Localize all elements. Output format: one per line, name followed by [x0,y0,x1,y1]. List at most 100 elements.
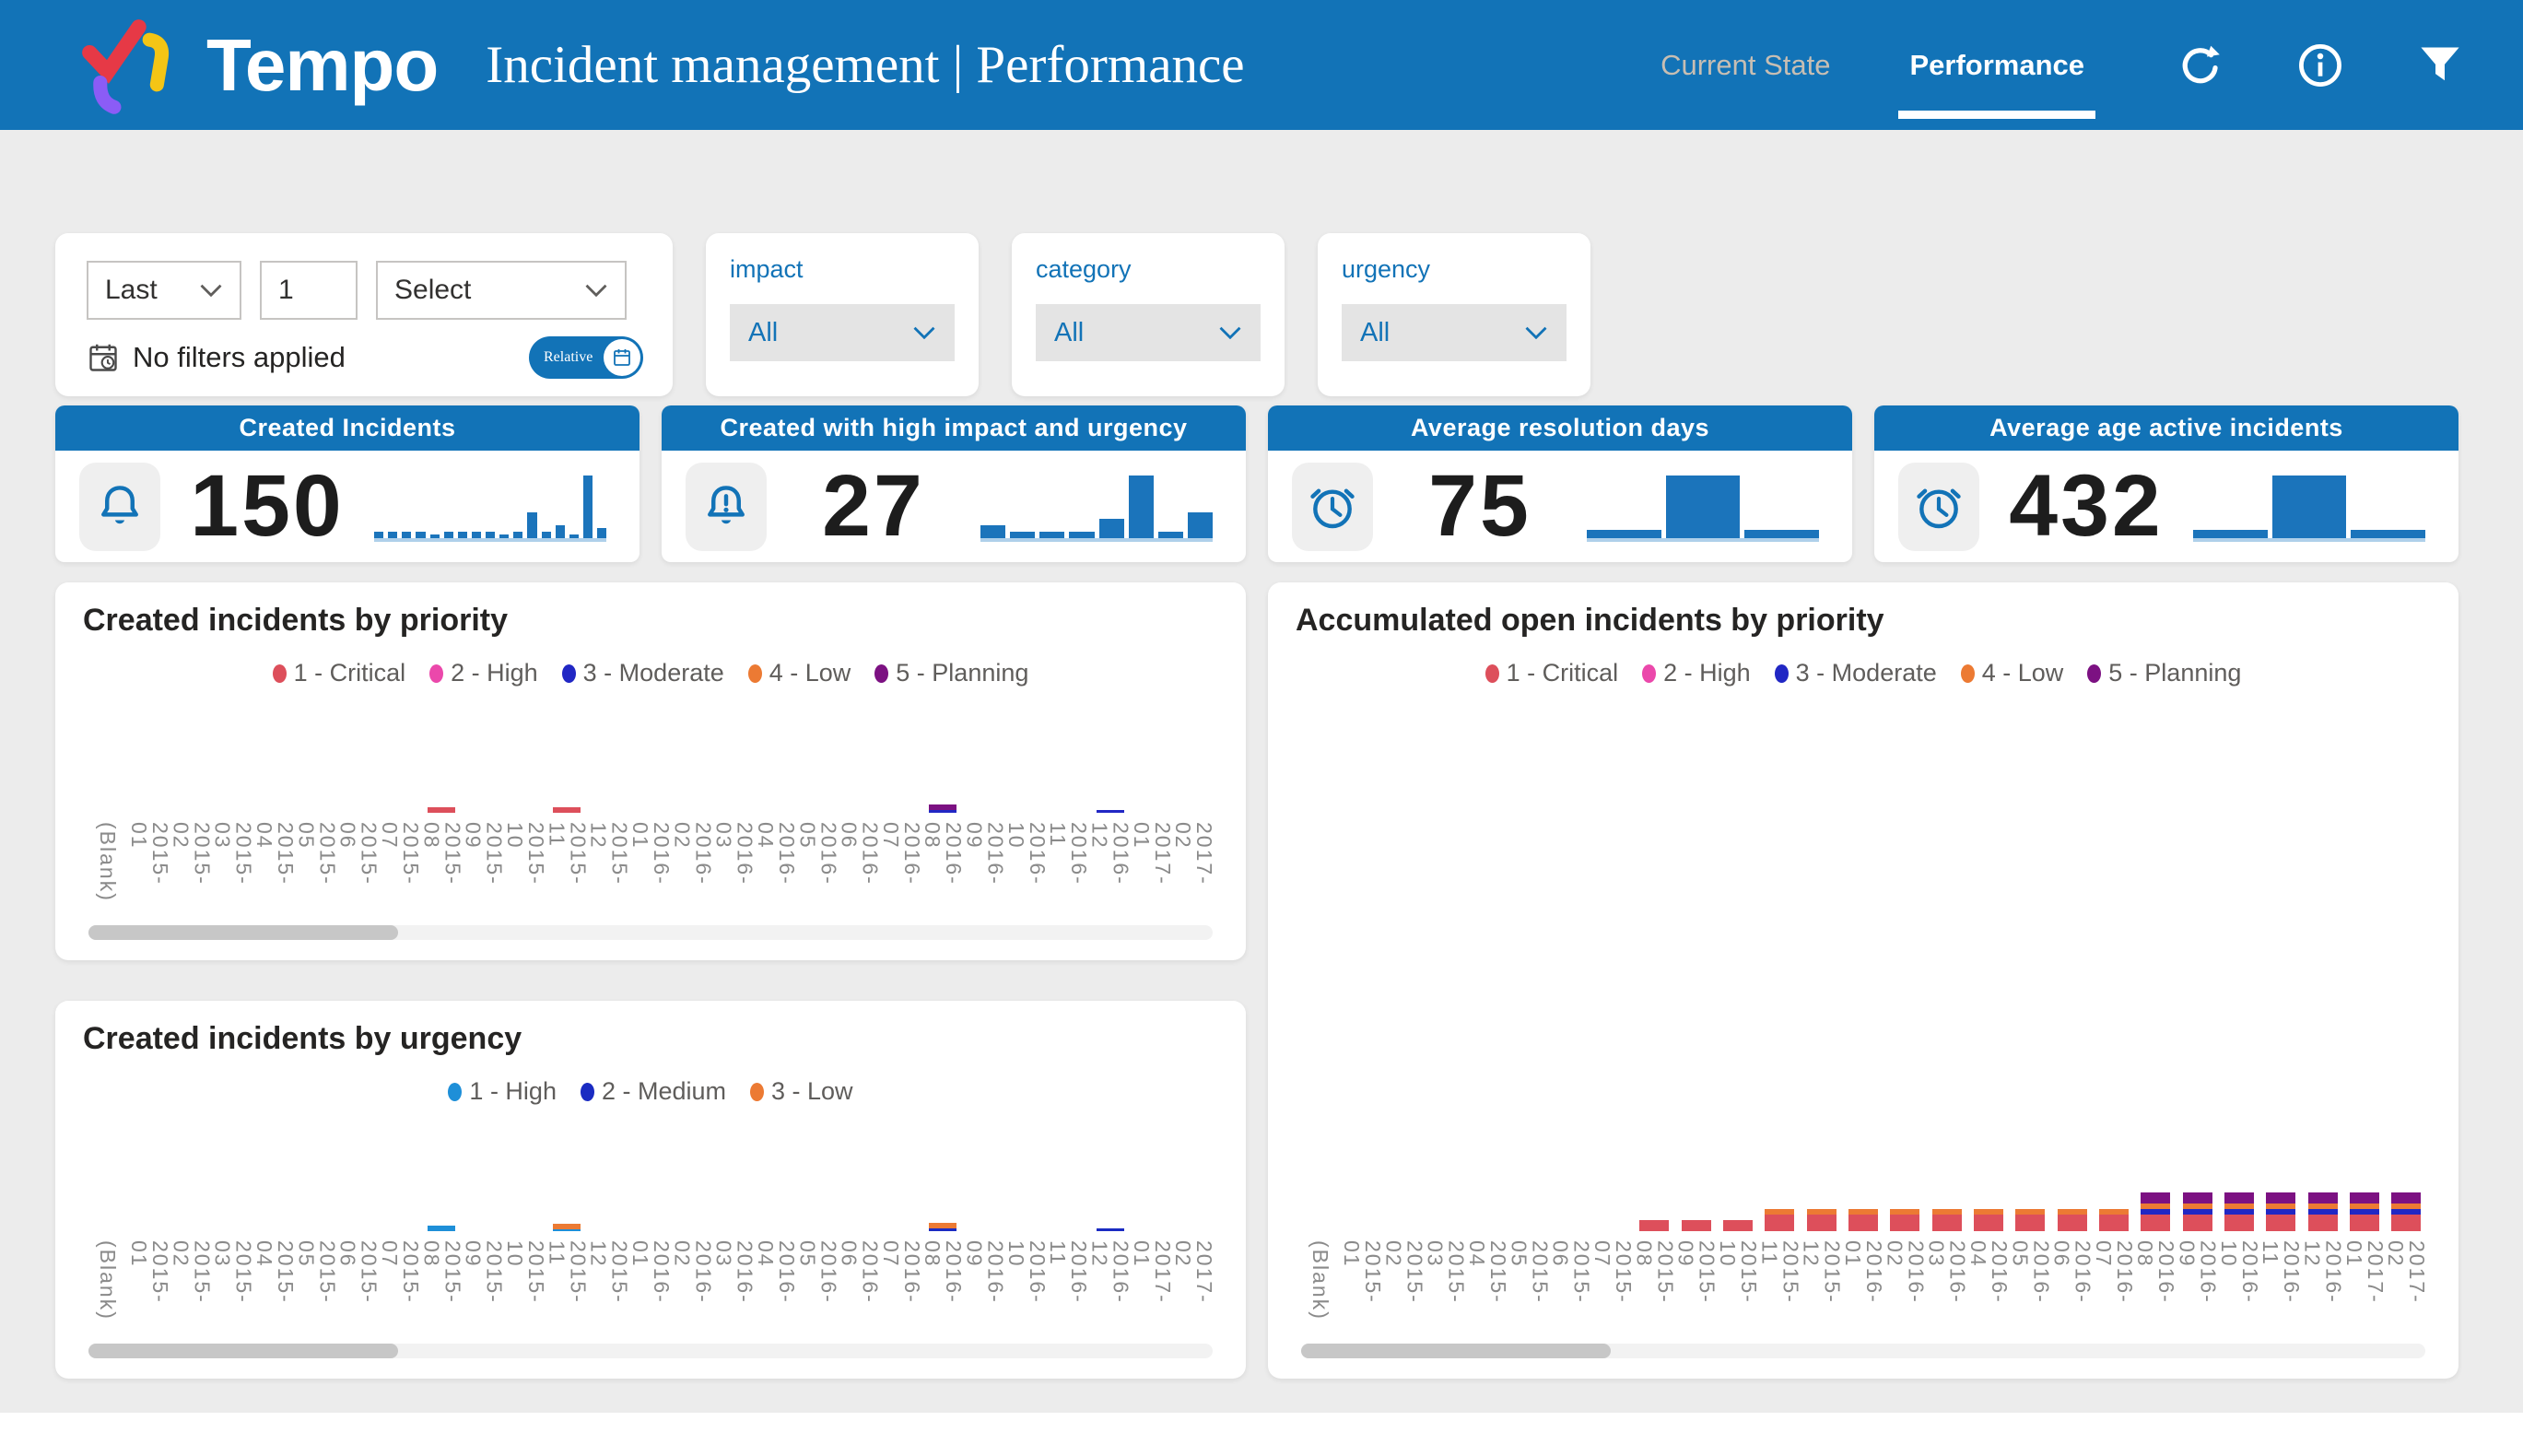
scrollbar-thumb[interactable] [1301,1344,1611,1358]
slicer-urgency-dropdown[interactable]: All [1342,304,1567,361]
legend-item[interactable]: 5 - Planning [2087,659,2241,687]
filter-icon[interactable] [2416,41,2464,89]
x-label-cell: 2017-01 [1130,813,1175,910]
bar-cell [421,807,463,813]
header-tabs: Current State Performance [1660,0,2095,130]
legend-item[interactable]: 3 - Moderate [1774,659,1937,687]
refresh-icon[interactable] [2177,41,2224,89]
bar-stack [1096,1228,1124,1231]
scrollbar-thumb[interactable] [88,1344,398,1358]
x-axis-label: 2015-06 [335,1240,381,1304]
bar-cell [2302,1192,2343,1231]
slicer-impact-label: impact [730,255,804,283]
legend-item[interactable]: 3 - Low [750,1077,853,1106]
kpi-average-age-active-incidents: Average age active incidents 432 [1874,405,2458,562]
kpi-sparkline [1587,472,1820,542]
tab-current-state[interactable]: Current State [1660,0,1830,130]
x-label-cell: 2016-12 [1088,813,1133,910]
slicer-impact-dropdown[interactable]: All [730,304,955,361]
relative-mode-toggle[interactable]: Relative [529,336,643,379]
slicer-urgency: urgency All [1318,233,1590,396]
calendar-clock-icon [89,344,117,371]
kpi-body: 432 [1874,451,2458,562]
x-label-cell: 2015-02 [169,1231,214,1329]
sparkline-bar [1010,531,1036,538]
bar-cell [1842,1209,1883,1231]
kpi-title: Average resolution days [1268,405,1852,451]
x-label-cell: 2016-07 [879,1231,924,1329]
relative-date-controls: Last Select [87,261,643,320]
bar-stack [1890,1209,1920,1231]
x-label-cell: 2016-05 [2008,1231,2053,1329]
bar-segment [2098,1209,2129,1215]
tempo-logo-icon [82,18,170,114]
x-axis-label: 2017-01 [2341,1240,2388,1304]
kpi-sparkline [374,472,607,542]
slicer-category-dropdown[interactable]: All [1036,304,1261,361]
x-axis-label: 2015-02 [169,822,215,886]
x-axis-label: 2015-10 [502,1240,548,1304]
x-axis-label: 2016-12 [1087,1240,1133,1304]
legend-item[interactable]: 3 - Moderate [561,659,724,687]
scrollbar-thumb[interactable] [88,925,398,940]
relative-date-operator-select[interactable]: Last [87,261,241,320]
bar-segment [2141,1215,2171,1231]
relative-date-unit-select[interactable]: Select [376,261,627,320]
x-label-cell: 2015-09 [1673,1231,1719,1329]
legend-item[interactable]: 2 - High [1642,659,1751,687]
x-axis-label: (Blank) [96,822,121,902]
bar-segment [2307,1209,2338,1215]
x-label-cell: 2016-06 [838,1231,883,1329]
sparkline-bar [1039,531,1065,538]
chart-plot: (Blank) 2015-01 2015-02 2015-03 2015-04 2015-… [83,1106,1218,1329]
legend-dot [448,1082,463,1101]
x-label-cell: 2016-03 [712,1231,757,1329]
x-label-cell: 2015-02 [169,813,215,910]
x-axis-label: 2015-10 [1715,1240,1761,1304]
x-label-cell: 2015-01 [127,813,172,910]
kpi-created-incidents: Created Incidents 150 [55,405,640,562]
bar-segment [2182,1209,2212,1215]
legend-item[interactable]: 2 - Medium [580,1077,726,1106]
legend-item[interactable]: 5 - Planning [874,659,1028,687]
info-icon[interactable] [2296,41,2344,89]
horizontal-scrollbar[interactable] [88,1344,1213,1358]
legend-item[interactable]: 1 - Critical [272,659,405,687]
x-axis-label: 2015-10 [502,822,548,886]
x-label-cell: 2015-11 [545,1231,590,1329]
legend-dot [1642,663,1657,683]
bar-segment [2307,1204,2338,1209]
chart-x-axis: (Blank) 2015-01 2015-02 2015-03 2015-04 2015-… [1296,1231,2431,1329]
bar-stack [1848,1209,1878,1231]
x-label-cell: 2015-01 [127,1231,172,1329]
x-label-cell: 2016-02 [670,1231,715,1329]
sparkline-bar [555,524,565,538]
x-label-cell: 2015-08 [1632,1231,1677,1329]
legend-item[interactable]: 2 - High [429,659,538,687]
legend-item[interactable]: 4 - Low [747,659,851,687]
relative-date-number-input[interactable] [260,261,358,320]
x-axis-label: 2015-07 [1590,1240,1636,1304]
sparkline-bar [2351,530,2426,538]
x-label-cell: 2016-02 [670,813,715,910]
tab-performance[interactable]: Performance [1898,0,2095,130]
bar-segment [2349,1204,2379,1209]
legend-item[interactable]: 1 - Critical [1484,659,1618,687]
x-label-cell: 2016-03 [1925,1231,1970,1329]
bar-segment [1973,1209,2003,1215]
x-axis-label: 2015-11 [545,822,591,886]
bar-cell [2260,1192,2302,1231]
legend-item[interactable]: 4 - Low [1960,659,2063,687]
horizontal-scrollbar[interactable] [1301,1344,2425,1358]
legend-item[interactable]: 1 - High [448,1077,557,1106]
x-axis-label: 2015-09 [1673,1240,1719,1304]
chart-plot: (Blank) 2015-01 2015-02 2015-03 2015-04 2015-… [1296,687,2431,1329]
bar-segment [2391,1209,2422,1215]
bar-stack [929,804,957,813]
x-label-cell: 2015-04 [252,1231,298,1329]
bar-stack [2141,1192,2171,1231]
x-label-cell: 2016-02 [1883,1231,1928,1329]
bar-segment [2182,1215,2212,1231]
horizontal-scrollbar[interactable] [88,925,1213,940]
